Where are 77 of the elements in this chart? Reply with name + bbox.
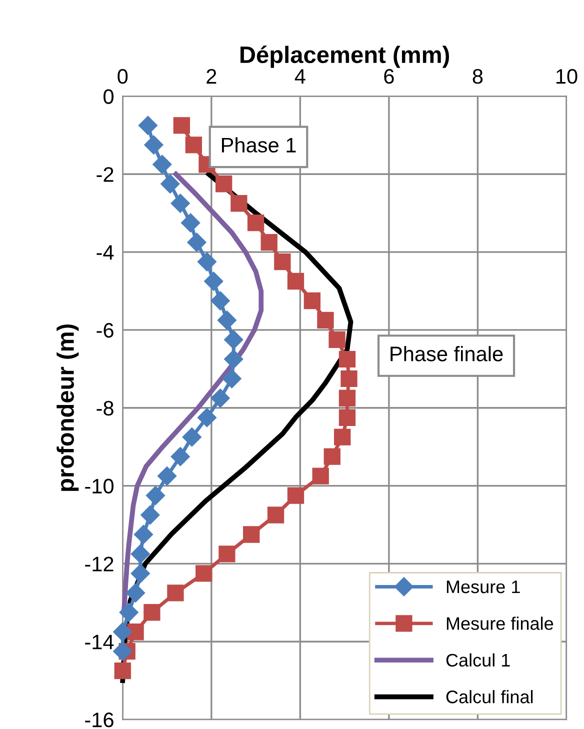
x-tick-label: 0 <box>118 69 128 84</box>
point <box>152 154 172 174</box>
point <box>197 408 217 428</box>
point <box>247 214 264 232</box>
point <box>112 622 132 642</box>
point <box>287 272 304 290</box>
point <box>224 349 244 369</box>
point <box>126 583 146 603</box>
point <box>197 252 217 272</box>
point <box>287 487 304 504</box>
annotation: Phase finale <box>390 346 503 362</box>
point <box>243 526 260 543</box>
point <box>224 330 244 350</box>
y-tick-label: -16 <box>85 712 114 728</box>
point <box>146 486 166 506</box>
point <box>317 312 334 329</box>
point <box>173 117 190 134</box>
y-axis-title: profondeur (m) <box>56 324 79 491</box>
point <box>170 194 190 214</box>
x-tick-label: 8 <box>472 69 483 84</box>
y-tick-label: -12 <box>85 556 114 572</box>
point <box>140 505 160 525</box>
point <box>157 466 177 486</box>
point <box>119 602 139 622</box>
point <box>218 546 236 562</box>
point <box>210 388 230 408</box>
y-tick-label: -2 <box>96 167 114 182</box>
y-tick-label: -6 <box>96 322 114 338</box>
y-tick-label: -10 <box>85 478 114 494</box>
point <box>222 368 242 388</box>
point <box>338 409 356 426</box>
point <box>170 446 190 466</box>
point <box>186 232 207 252</box>
point <box>338 390 356 406</box>
y-tick-label: 0 <box>104 89 114 104</box>
point <box>216 176 232 192</box>
point <box>144 135 164 155</box>
y-tick-label: -4 <box>96 245 114 260</box>
x-tick-label: 2 <box>206 69 216 84</box>
point <box>210 290 230 311</box>
y-tick-label: -8 <box>96 400 114 416</box>
point <box>260 234 278 251</box>
point <box>130 564 150 584</box>
point <box>138 116 158 136</box>
point <box>230 195 248 212</box>
point <box>160 174 180 194</box>
legend-label: Calcul final <box>446 690 533 704</box>
x-axis-title: Déplacement (mm) <box>240 46 450 68</box>
point <box>114 662 131 680</box>
legend-label: Mesure 1 <box>446 580 520 594</box>
point <box>180 213 200 233</box>
point <box>167 584 184 602</box>
y-tick-label: -14 <box>85 634 114 650</box>
legend-label: Calcul 1 <box>446 653 510 667</box>
annotation: Phase 1 <box>222 137 296 153</box>
point <box>112 642 132 662</box>
x-tick-label: 6 <box>384 69 394 84</box>
point <box>144 604 160 621</box>
point <box>334 428 351 446</box>
point <box>338 350 356 368</box>
point <box>134 524 154 544</box>
x-tick-label: 10 <box>556 69 578 84</box>
point <box>204 271 224 292</box>
point <box>185 136 202 154</box>
legend-label: Mesure finale <box>446 616 554 630</box>
x-tick-label: 4 <box>294 69 306 84</box>
point <box>267 506 284 524</box>
point <box>182 427 202 447</box>
point <box>312 468 329 484</box>
point <box>328 331 346 348</box>
point <box>324 448 340 465</box>
point <box>196 565 212 582</box>
point <box>304 292 320 310</box>
point <box>130 544 150 564</box>
point <box>274 253 291 270</box>
point <box>217 310 237 330</box>
point <box>340 370 358 387</box>
